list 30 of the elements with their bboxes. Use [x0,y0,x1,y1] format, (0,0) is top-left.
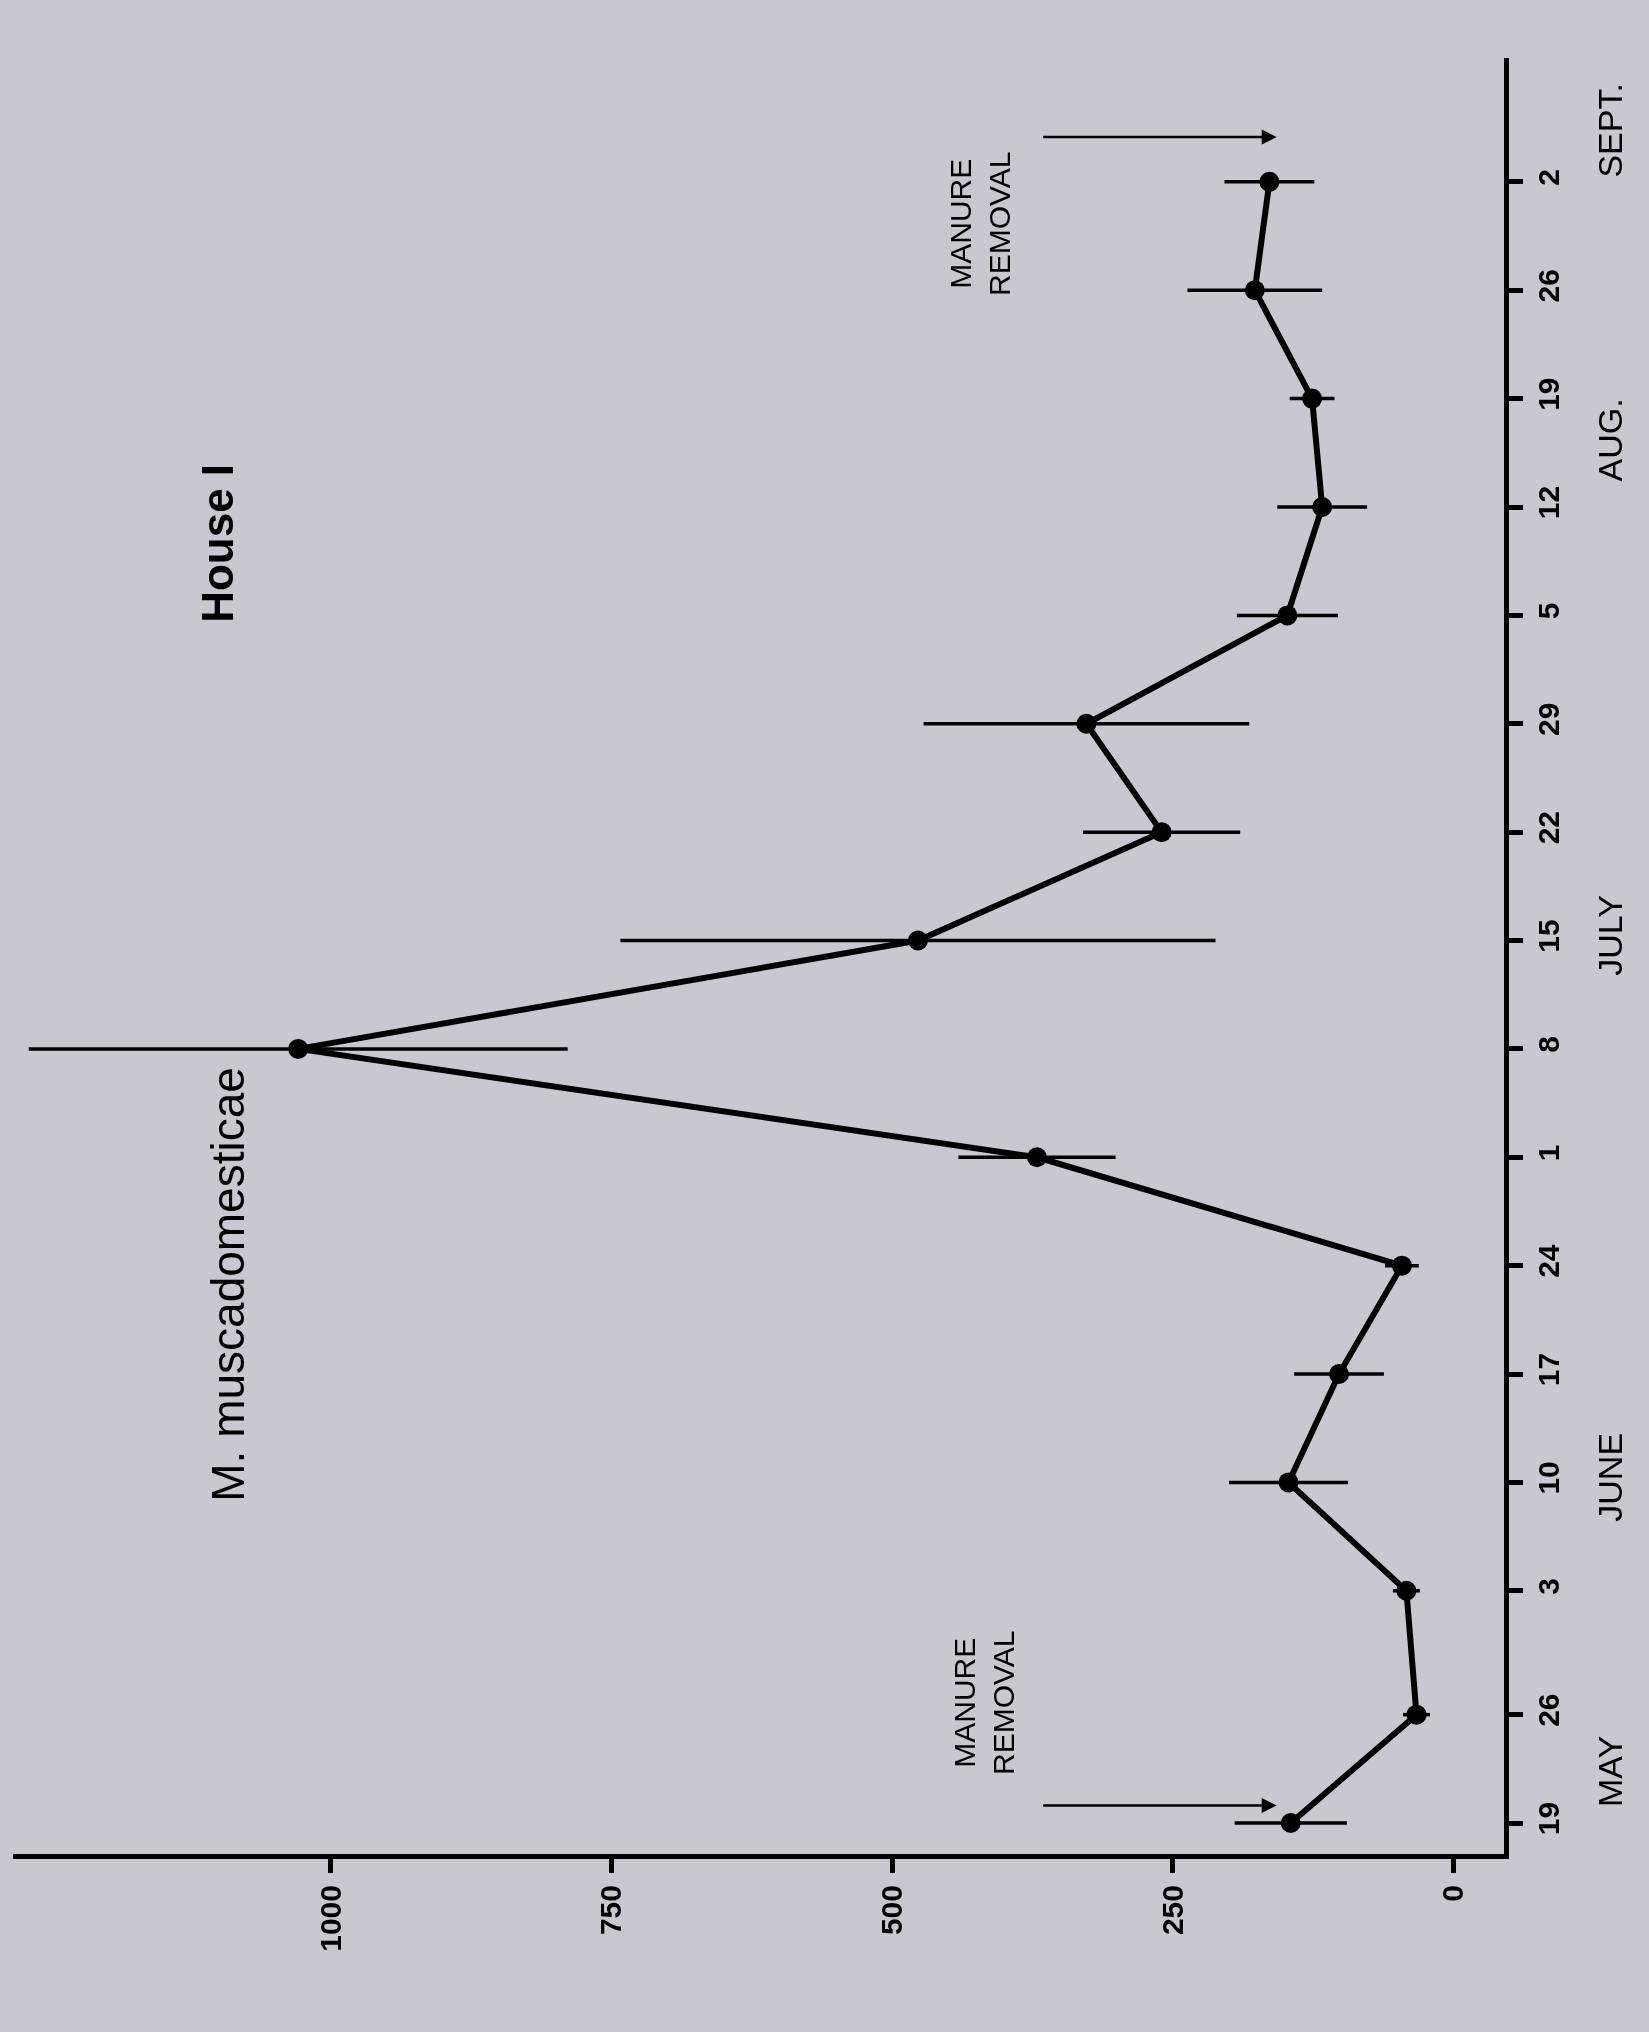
y-tick-label: 5 [1532,602,1566,620]
annotation: MANURE REMOVAL [943,151,1016,296]
y-tick-label: 8 [1532,1036,1566,1053]
y-tick-label: 26 [1532,1693,1566,1727]
y-tick-label: 22 [1532,810,1566,845]
y-tick-label: 19 [1532,377,1566,411]
x-tick-label: 1000 [313,1885,347,1952]
y-tick-label: 12 [1532,485,1566,520]
y-tick-label: 29 [1532,702,1566,736]
y-tick-label: 19 [1532,1801,1566,1836]
x-tick-label: 250 [1155,1885,1189,1936]
text: House I [192,463,242,623]
y-tick-label: 15 [1532,919,1566,953]
x-tick-label: 0 [1436,1885,1470,1902]
y2-tick-label: JULY [1591,895,1630,976]
x-tick-label: 750 [594,1885,628,1936]
y-tick-label: 26 [1532,269,1566,303]
y-tick-label: 10 [1532,1461,1566,1495]
y-tick-label: 1 [1532,1144,1566,1162]
y2-tick-label: SEPT. [1591,83,1630,178]
annotation: MANURE REMOVAL [948,1630,1021,1775]
y-tick-label: 2 [1532,169,1566,186]
annotation: M. muscadomesticae [202,1067,255,1502]
y2-tick-label: AUG. [1591,398,1630,482]
y-tick-label: 3 [1532,1577,1566,1595]
y2-tick-label: JUNE [1591,1432,1630,1522]
y2-tick-label: MAY [1591,1735,1630,1808]
x-tick-label: 500 [874,1885,908,1936]
y-tick-label: 24 [1532,1244,1566,1278]
y-tick-label: 17 [1532,1352,1566,1387]
